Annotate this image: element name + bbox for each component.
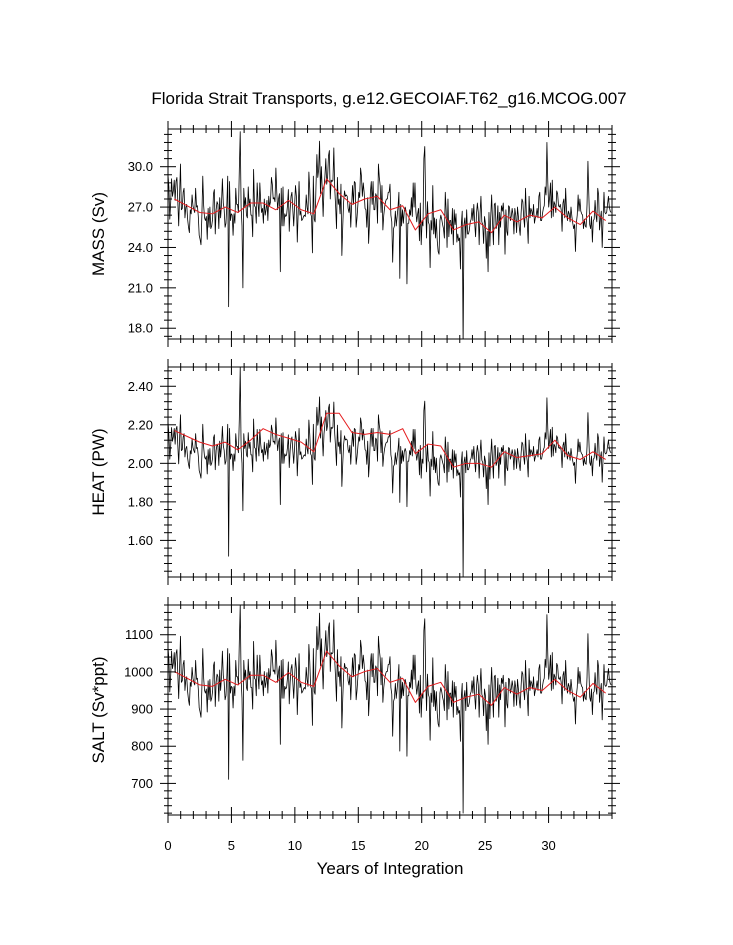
salt-annual-series-line [174, 650, 606, 706]
mass-monthly-series-line [168, 131, 612, 339]
salt-plot-frame [167, 604, 613, 816]
heat-annual-series-line [174, 412, 606, 468]
x-tick-label: 10 [288, 838, 302, 853]
panels: 18.0 21.0 24.0 27.0 30.0 MASS (Sv) 1.60 1.80 2.0… [89, 121, 620, 823]
heat-y-tick-label: 1.80 [128, 494, 153, 509]
heat-y-tick-label: 2.40 [128, 379, 153, 394]
panel-mass: 18.0 21.0 24.0 27.0 30.0 MASS (Sv) [89, 121, 620, 347]
heat-y-tick-label: 2.00 [128, 456, 153, 471]
mass-y-axis-label: MASS (Sv) [89, 192, 108, 276]
x-tick-label: 5 [228, 838, 235, 853]
mass-y-ticks [160, 133, 620, 337]
heat-x-ticks [167, 359, 613, 585]
mass-y-tick-label: 21.0 [128, 280, 153, 295]
salt-x-ticks [167, 597, 613, 823]
heat-y-axis-label: HEAT (PW) [89, 428, 108, 515]
mass-plot-frame [167, 128, 613, 340]
x-tick-labels: 0 5 10 15 20 25 30 [164, 838, 555, 853]
salt-y-tick-label: 900 [131, 702, 153, 717]
x-tick-label: 30 [541, 838, 555, 853]
salt-y-tick-label: 800 [131, 739, 153, 754]
heat-y-tick-label: 2.20 [128, 417, 153, 432]
heat-plot-frame [167, 366, 613, 578]
panel-salt: 700 800 900 1000 1100 SALT (Sv*ppt) [89, 597, 620, 823]
x-tick-label: 20 [414, 838, 428, 853]
mass-y-tick-label: 18.0 [128, 321, 153, 336]
mass-y-tick-label: 27.0 [128, 200, 153, 215]
mass-x-ticks [167, 121, 613, 347]
figure-title: Florida Strait Transports, g.e12.GECOIAF… [151, 89, 626, 108]
salt-y-axis-label: SALT (Sv*ppt) [89, 656, 108, 763]
salt-monthly-series-line [168, 605, 612, 814]
panel-heat: 1.60 1.80 2.00 2.20 2.40 HEAT (PW) [89, 359, 620, 585]
heat-monthly-series-line [168, 367, 612, 577]
x-tick-label: 25 [478, 838, 492, 853]
heat-y-ticks [160, 370, 620, 572]
salt-y-tick-label: 1000 [124, 664, 153, 679]
salt-y-tick-label: 700 [131, 776, 153, 791]
mass-y-tick-label: 24.0 [128, 240, 153, 255]
x-tick-label: 0 [164, 838, 171, 853]
mass-y-tick-label: 30.0 [128, 159, 153, 174]
x-tick-label: 15 [351, 838, 365, 853]
mass-annual-series-line [174, 178, 606, 234]
x-axis-label: Years of Integration [317, 859, 464, 878]
salt-y-tick-label: 1100 [125, 627, 153, 642]
heat-y-tick-label: 1.60 [128, 533, 153, 548]
salt-y-ticks [160, 604, 620, 814]
